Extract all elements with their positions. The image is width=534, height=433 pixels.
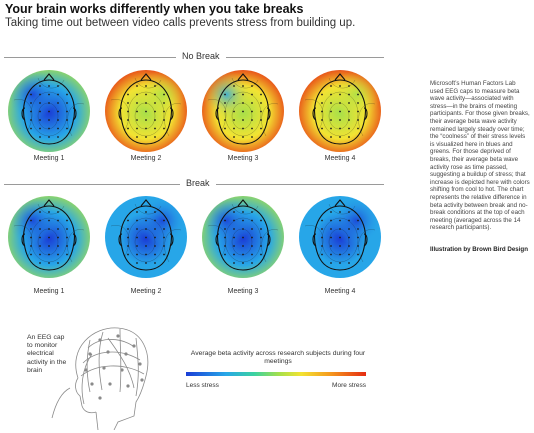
break-rule-left bbox=[4, 184, 180, 185]
stress-color-scale bbox=[186, 372, 366, 376]
no-break-brain-map-4 bbox=[299, 70, 381, 152]
no-break-meeting-label-3: Meeting 3 bbox=[227, 155, 259, 162]
break-brain-map-4 bbox=[299, 196, 381, 278]
legend-caption: Average beta activity across research su… bbox=[190, 350, 366, 366]
no-break-rule-left bbox=[4, 57, 178, 58]
no-break-meeting-label-1: Meeting 1 bbox=[33, 155, 65, 162]
legend-low-label: Less stress bbox=[186, 382, 219, 389]
no-break-label: No Break bbox=[176, 51, 226, 61]
no-break-rule-right bbox=[222, 57, 384, 58]
description-text: Microsoft’s Human Factors Lab used EEG c… bbox=[430, 80, 530, 232]
eeg-head-illustration bbox=[48, 318, 160, 431]
no-break-brain-map-2 bbox=[105, 70, 187, 152]
page-title: Your brain works differently when you ta… bbox=[5, 2, 304, 16]
break-brain-map-3 bbox=[202, 196, 284, 278]
no-break-meeting-label-2: Meeting 2 bbox=[130, 155, 162, 162]
break-meeting-label-3: Meeting 3 bbox=[227, 288, 259, 295]
break-label: Break bbox=[180, 178, 216, 188]
page-subtitle: Taking time out between video calls prev… bbox=[5, 17, 356, 29]
break-meeting-label-1: Meeting 1 bbox=[33, 288, 65, 295]
break-meeting-label-4: Meeting 4 bbox=[324, 288, 356, 295]
break-brain-map-1 bbox=[8, 196, 90, 278]
break-rule-right bbox=[212, 184, 384, 185]
no-break-brain-map-1 bbox=[8, 70, 90, 152]
legend-high-label: More stress bbox=[332, 382, 366, 389]
no-break-brain-map-3 bbox=[202, 70, 284, 152]
illustration-credit: Illustration by Brown Bird Design bbox=[430, 246, 528, 253]
break-brain-map-2 bbox=[105, 196, 187, 278]
eeg-cap-caption: An EEG cap to monitor electrical activit… bbox=[27, 334, 67, 374]
no-break-meeting-label-4: Meeting 4 bbox=[324, 155, 356, 162]
break-meeting-label-2: Meeting 2 bbox=[130, 288, 162, 295]
